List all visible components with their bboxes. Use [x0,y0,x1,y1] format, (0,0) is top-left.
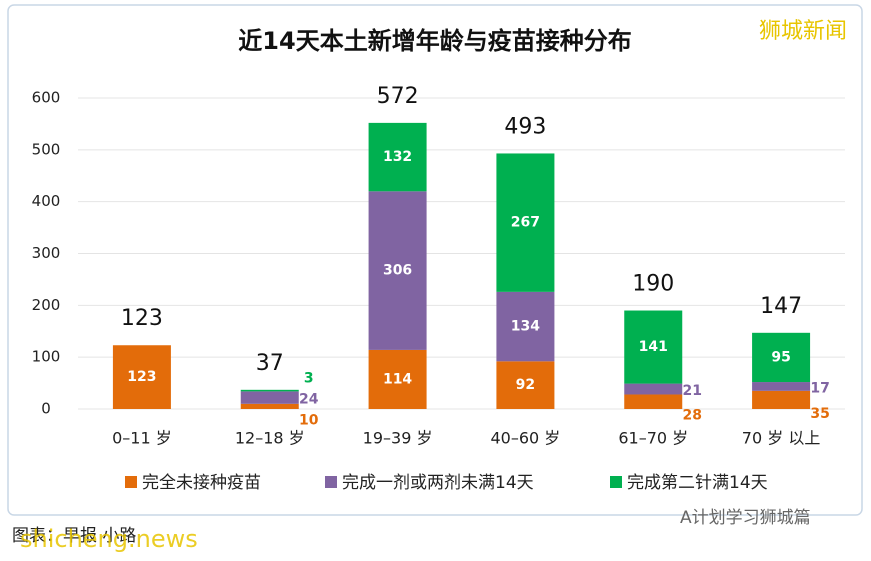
data-label: 267 [511,215,540,231]
data-label: 35 [810,406,829,422]
data-label: 92 [516,377,535,393]
bar-segment [624,394,683,409]
data-label: 134 [511,319,540,335]
bar-segment [368,349,427,409]
y-tick-label: 400 [32,192,61,210]
legend-label: 完成第二针满14天 [627,473,768,493]
bar-segment [496,153,555,292]
y-tick-label: 300 [32,244,61,262]
data-label: 306 [383,263,412,279]
bar-segment [624,383,683,395]
data-label: 28 [683,408,702,424]
bar-segment [752,382,811,391]
bar-segment [368,191,427,350]
legend-swatch [325,476,337,488]
data-label: 132 [383,149,412,165]
bar-segment [624,310,683,384]
data-label: 10 [299,412,319,428]
chart-title: 近14天本土新增年龄与疫苗接种分布 [238,27,631,55]
legend-label: 完成一剂或两剂未满14天 [342,473,534,493]
y-tick-label: 600 [32,89,61,107]
data-label: 24 [299,392,319,408]
y-tick-label: 0 [41,400,51,418]
x-tick-label: 70 岁 以上 [742,429,821,448]
data-label: 3 [304,371,314,387]
bar-segment [240,391,299,404]
source-note: 图表：早报 小路 [12,526,136,546]
total-label: 493 [504,114,546,139]
bar-segment [112,345,171,409]
wechat-watermark: A计划学习狮城篇 [680,508,811,528]
site-watermark: shicheng.news [20,525,198,553]
bar-segment [496,361,555,409]
bar-segment [240,403,299,409]
legend-label: 完全未接种疫苗 [142,473,261,493]
bar-segment [240,389,299,392]
total-label: 572 [377,84,419,109]
x-tick-label: 61–70 岁 [618,429,688,448]
y-tick-label: 500 [32,140,61,158]
x-tick-label: 12–18 岁 [235,429,305,448]
x-tick-label: 19–39 岁 [363,429,433,448]
data-label: 114 [383,371,412,387]
x-tick-label: 40–60 岁 [491,429,561,448]
x-tick-label: 0–11 岁 [112,429,172,448]
y-tick-label: 200 [32,296,61,314]
total-label: 190 [632,272,674,297]
bar-segment [752,390,811,409]
legend-swatch [125,476,137,488]
y-tick-label: 100 [32,348,61,366]
data-label: 141 [639,339,668,355]
data-label: 95 [771,349,790,365]
brand-watermark: 狮城新闻 [759,19,847,44]
bar-segment [752,332,811,383]
total-label: 123 [121,306,163,331]
total-label: 147 [760,294,802,319]
data-label: 21 [683,383,702,399]
bar-segment [496,291,555,362]
data-label: 123 [127,369,156,385]
legend-swatch [610,476,622,488]
bar-segment [368,122,427,192]
total-label: 37 [256,351,284,376]
data-label: 17 [810,380,829,396]
